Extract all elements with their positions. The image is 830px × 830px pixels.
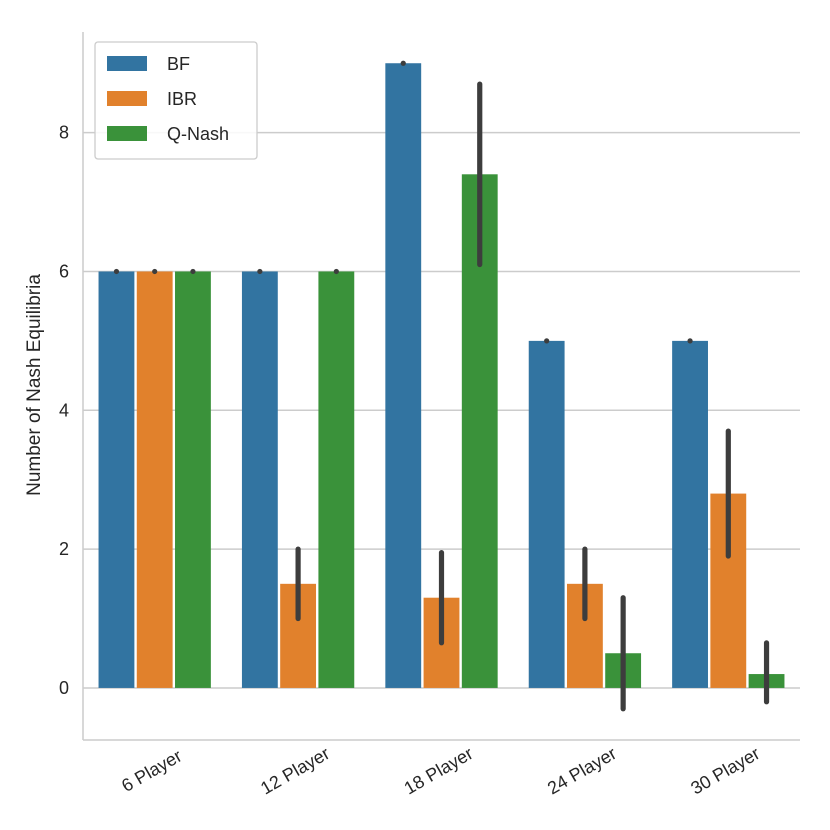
legend-swatch-bf bbox=[107, 56, 147, 71]
bar-bf-1 bbox=[241, 271, 278, 688]
bar-ibr-0 bbox=[136, 271, 173, 688]
legend-swatch-ibr bbox=[107, 91, 147, 106]
y-tick-label-0: 0 bbox=[59, 678, 69, 698]
bar-q-nash-0 bbox=[175, 271, 211, 688]
bar-bf-3 bbox=[528, 340, 565, 688]
y-tick-label-2: 2 bbox=[59, 539, 69, 559]
legend-label-q-nash: Q-Nash bbox=[167, 124, 229, 144]
y-tick-labels: 0 2 4 6 8 bbox=[59, 123, 69, 698]
errorbar-bf-3 bbox=[544, 338, 550, 344]
legend-swatch-q-nash bbox=[107, 126, 147, 141]
bar-bf-2 bbox=[385, 63, 422, 688]
x-tick-label-3: 24 Player bbox=[544, 743, 620, 798]
legend: BF IBR Q-Nash bbox=[94, 41, 258, 160]
error-bars bbox=[113, 60, 770, 712]
y-tick-label-8: 8 bbox=[59, 123, 69, 143]
x-tick-label-2: 18 Player bbox=[401, 743, 477, 798]
bar-bf-0 bbox=[98, 271, 135, 688]
x-tick-labels: 6 Player 12 Player 18 Player 24 Player 30 Pl… bbox=[118, 743, 763, 798]
x-tick-label-4: 30 Player bbox=[687, 743, 763, 798]
y-tick-label-6: 6 bbox=[59, 261, 69, 281]
errorbar-q-nash-0 bbox=[190, 268, 196, 275]
errorbar-q-nash-1 bbox=[333, 268, 339, 275]
x-tick-label-0: 6 Player bbox=[118, 746, 185, 796]
axes bbox=[82, 32, 800, 741]
legend-label-ibr: IBR bbox=[167, 89, 197, 109]
x-tick-label-1: 12 Player bbox=[257, 743, 333, 798]
legend-label-bf: BF bbox=[167, 54, 190, 74]
bars bbox=[98, 63, 785, 688]
bar-q-nash-1 bbox=[318, 271, 355, 688]
y-axis-label: Number of Nash Equilibria bbox=[24, 274, 45, 496]
errorbar-bf-4 bbox=[687, 338, 693, 344]
errorbar-bf-2 bbox=[400, 60, 406, 66]
errorbar-ibr-0 bbox=[152, 268, 158, 275]
y-tick-label-4: 4 bbox=[59, 400, 69, 420]
errorbar-bf-0 bbox=[113, 268, 120, 275]
errorbar-bf-1 bbox=[257, 268, 263, 275]
bar-bf-4 bbox=[672, 340, 708, 688]
